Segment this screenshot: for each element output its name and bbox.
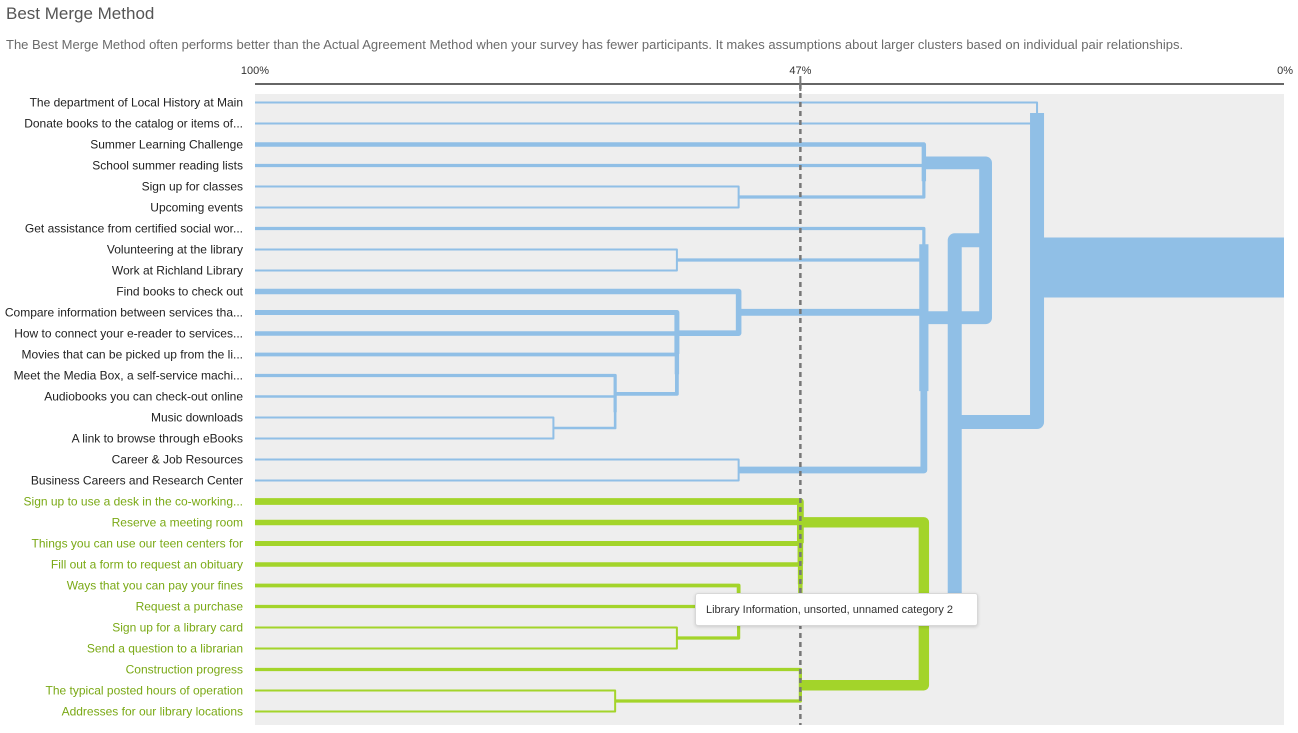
leaf-label: A link to browse through eBooks [72,432,243,446]
leaf-label: Upcoming events [150,201,243,215]
leaf-label: Sign up for a library card [112,621,243,635]
leaf-label: Volunteering at the library [107,243,243,257]
leaf-label: Construction progress [126,663,243,677]
leaf-label: Sign up to use a desk in the co-working.… [24,495,243,509]
x-tick-label: 0% [1277,65,1293,77]
cluster-tooltip: Library Information, unsorted, unnamed c… [695,593,978,626]
leaf-label: Business Careers and Research Center [31,474,243,488]
leaf-label: Work at Richland Library [112,264,243,278]
leaf-label: Things you can use our teen centers for [32,537,243,551]
leaf-label: Send a question to a librarian [87,642,243,656]
leaf-label: Addresses for our library locations [62,705,243,719]
leaf-label: Donate books to the catalog or items of.… [24,117,243,131]
leaf-label: Career & Job Resources [112,453,243,467]
leaf-label: Audiobooks you can check-out online [44,390,243,404]
dendrogram-branch-b10 [255,310,680,354]
x-tick-label: 47% [789,65,811,77]
leaf-label: Meet the Media Box, a self-service machi… [14,369,243,383]
page-title: Best Merge Method [6,4,155,23]
leaf-label: How to connect your e-reader to services… [14,327,243,341]
leaf-label: Ways that you can pay your fines [67,579,243,593]
leaf-label: Find books to check out [116,285,243,299]
leaf-label: The department of Local History at Main [30,96,243,110]
leaf-label: Summer Learning Challenge [90,138,243,152]
leaf-label: Request a purchase [136,600,244,614]
leaf-label: Music downloads [151,411,243,425]
leaf-label: Compare information between services tha… [5,306,243,320]
leaf-label: School summer reading lists [92,159,243,173]
leaf-label: Reserve a meeting room [112,516,243,530]
leaf-label: The typical posted hours of operation [46,684,243,698]
leaf-label: Fill out a form to request an obituary [51,558,243,572]
leaf-label: Get assistance from certified social wor… [25,222,243,236]
page-subtitle: The Best Merge Method often performs bet… [6,37,1184,52]
plot-background [255,94,1284,725]
dendrogram-branch-r2 [954,113,1045,430]
dendrogram-branch-b7 [255,373,617,413]
x-tick-label: 100% [241,65,269,77]
dendrogram-branch-b13 [738,308,928,474]
leaf-label: Movies that can be picked up from the li… [22,348,243,362]
leaf-label: Sign up for classes [142,180,243,194]
